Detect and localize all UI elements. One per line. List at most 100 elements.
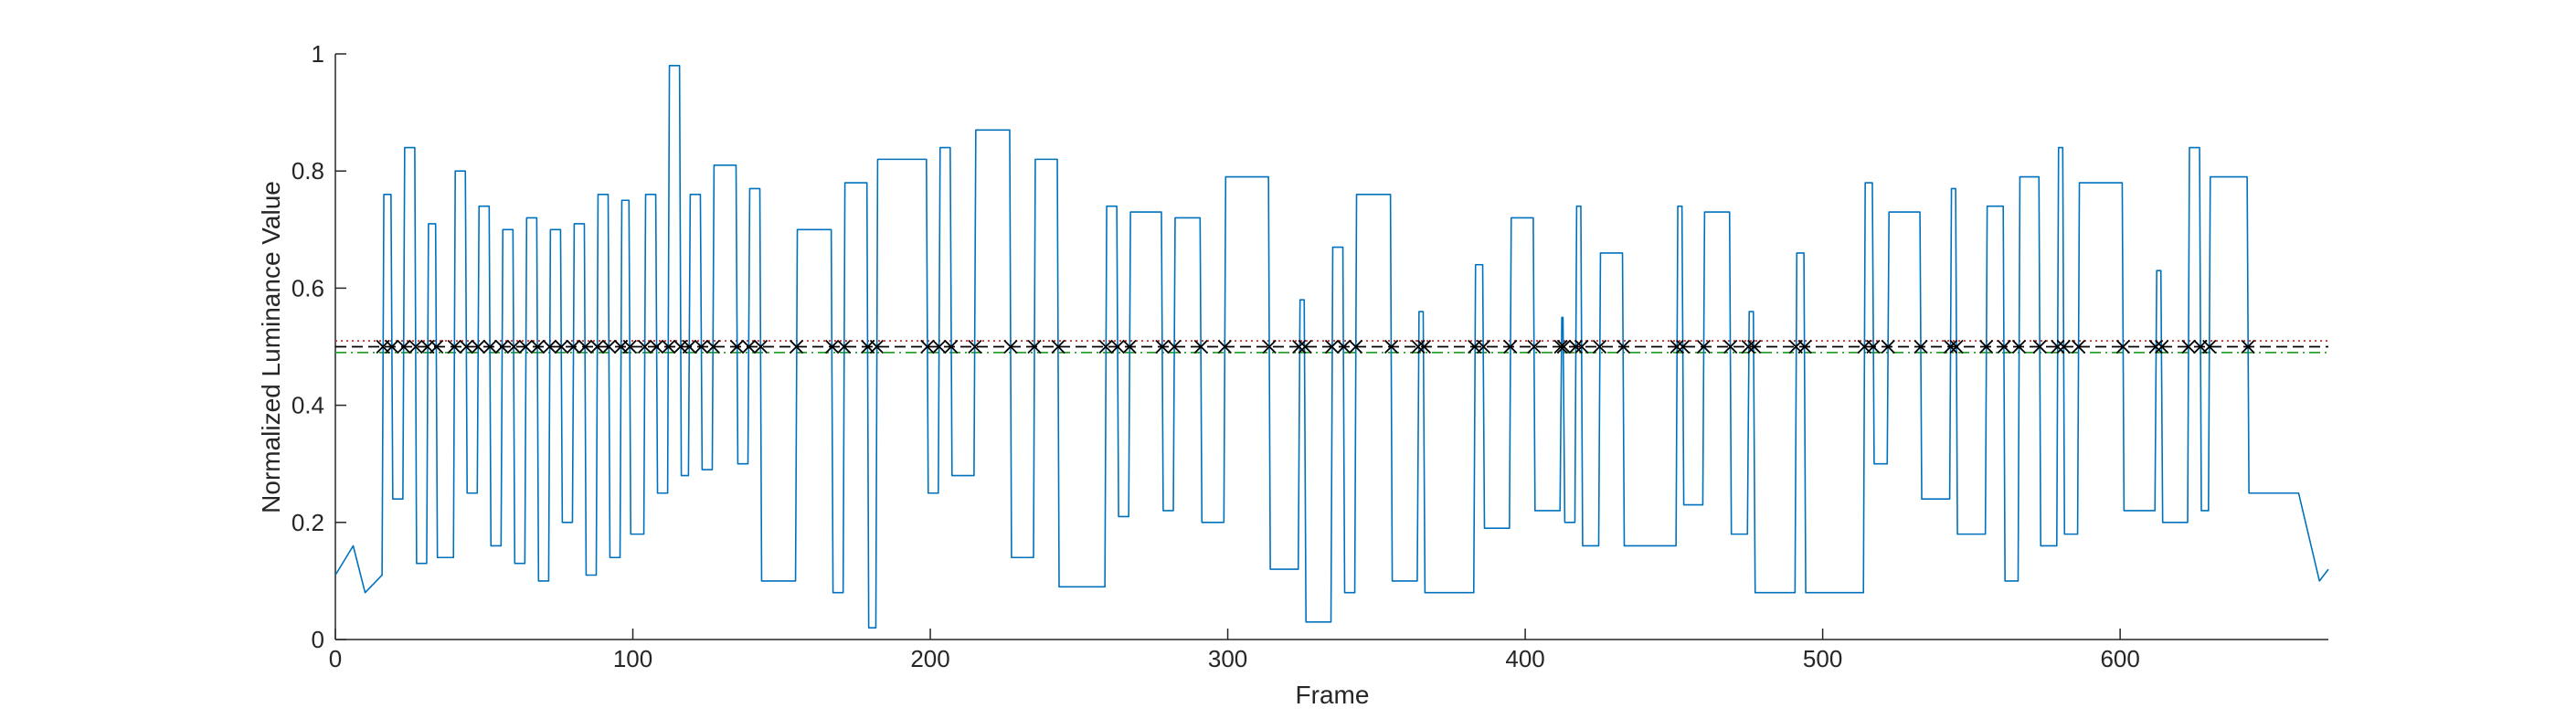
crossing-marker xyxy=(1553,339,1568,354)
crossing-marker xyxy=(2056,339,2071,354)
crossing-marker xyxy=(705,339,721,354)
crossing-marker xyxy=(1949,339,1964,354)
crossing-marker xyxy=(578,339,593,354)
crossing-marker xyxy=(1324,339,1340,354)
y-tick-label: 0 xyxy=(312,626,324,653)
crossing-marker xyxy=(1298,339,1312,354)
crossing-marker xyxy=(385,339,399,354)
y-tick-label: 0.8 xyxy=(292,157,324,185)
crossing-marker xyxy=(2241,339,2255,354)
crossing-marker xyxy=(482,339,497,354)
crossing-marker xyxy=(1027,339,1042,354)
crossing-marker xyxy=(1193,339,1208,354)
crossing-marker xyxy=(518,339,533,354)
crossing-marker xyxy=(1568,339,1584,354)
crossing-marker xyxy=(1348,339,1363,354)
crossing-marker xyxy=(1098,339,1113,354)
crossing-marker xyxy=(1051,339,1065,354)
luminance-line xyxy=(334,65,2329,629)
crossing-marker xyxy=(1003,339,1018,354)
crossing-marker xyxy=(542,339,557,354)
crossing-marker xyxy=(1670,339,1684,354)
crossing-marker xyxy=(1943,339,1958,354)
crossing-marker xyxy=(729,339,745,354)
crossing-marker xyxy=(2148,339,2163,354)
crossing-marker xyxy=(622,339,637,354)
crossing-marker xyxy=(1416,339,1432,354)
crossing-marker xyxy=(1866,339,1881,354)
crossing-marker xyxy=(2202,339,2217,354)
crossing-marker xyxy=(589,339,605,354)
crossing-marker xyxy=(1155,339,1170,354)
crossing-marker xyxy=(397,339,411,354)
crossing-marker xyxy=(1476,339,1491,354)
x-tick-label: 500 xyxy=(1803,645,1842,672)
crossing-marker xyxy=(944,339,959,354)
crossing-marker xyxy=(471,339,485,354)
y-tick-label: 1 xyxy=(312,40,324,68)
crossing-marker xyxy=(869,339,885,354)
crossing-marker xyxy=(506,339,521,354)
crossing-marker xyxy=(530,339,545,354)
crossing-marker xyxy=(1747,339,1762,354)
y-tick-label: 0.4 xyxy=(292,392,324,419)
crossing-marker xyxy=(1527,339,1542,354)
crossing-marker xyxy=(1556,339,1572,354)
crossing-marker xyxy=(1292,339,1307,354)
crossing-marker xyxy=(1592,339,1607,354)
crossing-marker xyxy=(1110,339,1125,354)
x-tick-label: 100 xyxy=(613,645,652,672)
crossing-marker xyxy=(2181,339,2196,354)
y-tick-label: 0.2 xyxy=(292,509,324,536)
x-tick-label: 600 xyxy=(2100,645,2139,672)
crossing-marker xyxy=(1616,339,1631,354)
crossing-marker xyxy=(1723,339,1738,354)
x-tick-label: 400 xyxy=(1505,645,1544,672)
crossing-marker xyxy=(429,339,444,354)
crossing-marker xyxy=(789,339,804,354)
crossing-marker xyxy=(837,339,852,354)
crossing-marker xyxy=(447,339,461,354)
y-tick-label: 0.6 xyxy=(292,274,324,301)
crossing-marker xyxy=(920,339,935,354)
crossing-marker xyxy=(682,339,697,354)
crossing-marker xyxy=(932,339,947,354)
crossing-marker xyxy=(741,339,757,354)
crossing-marker xyxy=(601,339,617,354)
crossing-marker xyxy=(824,339,840,354)
crossing-marker xyxy=(1979,339,1994,354)
crossing-marker xyxy=(554,339,569,354)
crossing-marker xyxy=(1262,339,1277,354)
x-axis-label: Frame xyxy=(1296,681,1370,709)
crossing-marker xyxy=(968,339,982,354)
crossing-marker xyxy=(1741,339,1755,354)
crossing-marker xyxy=(2155,339,2169,354)
crossing-marker xyxy=(1167,339,1182,354)
crossing-marker xyxy=(1411,339,1426,354)
crossing-marker xyxy=(637,339,652,354)
crossing-marker xyxy=(494,339,509,354)
x-tick-label: 300 xyxy=(1208,645,1247,672)
crossing-marker xyxy=(1574,339,1589,354)
crossing-marker xyxy=(1997,339,2011,354)
crossing-marker xyxy=(1503,339,1518,354)
crossing-marker xyxy=(2071,339,2086,354)
crossing-marker xyxy=(2115,339,2131,354)
x-tick-label: 0 xyxy=(329,645,342,672)
crossing-marker xyxy=(2011,339,2027,354)
crossing-marker xyxy=(1383,339,1399,354)
y-axis-label: Normalized Luminance Value xyxy=(257,181,285,513)
x-tick-label: 200 xyxy=(910,645,949,672)
crossing-marker xyxy=(2051,339,2065,354)
crossing-marker xyxy=(753,339,769,354)
crossing-marker xyxy=(1913,339,1928,354)
crossing-marker xyxy=(1696,339,1712,354)
crossing-marker xyxy=(459,339,473,354)
crossing-marker xyxy=(2032,339,2047,354)
crossing-marker xyxy=(694,339,709,354)
crossing-marker xyxy=(408,339,423,354)
crossing-marker xyxy=(1336,339,1352,354)
crossing-marker xyxy=(1217,339,1232,354)
crossing-marker xyxy=(1881,339,1895,354)
